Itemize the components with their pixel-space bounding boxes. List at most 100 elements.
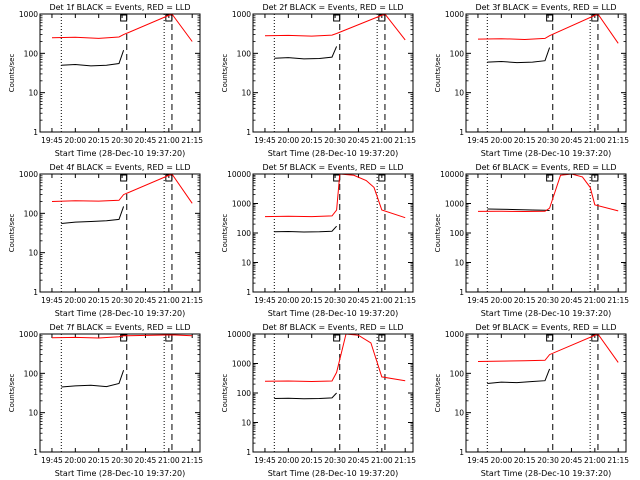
plot-frame — [252, 173, 414, 293]
x-tick-label: 21:00 — [158, 136, 180, 145]
lld-series-line — [51, 13, 193, 42]
x-tick-label: 20:15 — [88, 136, 110, 145]
x-tick-label: 20:45 — [561, 296, 583, 305]
y-tick-label: 10 — [241, 419, 251, 428]
y-tick-label: 100 — [24, 49, 39, 58]
y-tick-label: 1000 — [232, 200, 251, 209]
events-series-line — [487, 47, 551, 64]
panel-title: Det 8f BLACK = Events, RED = LLD — [262, 323, 403, 332]
x-tick-label: 19:45 — [41, 296, 63, 305]
lld-series-line — [51, 334, 193, 339]
y-tick-label: 1 — [459, 128, 464, 137]
lld-series-line — [264, 333, 406, 383]
y-tick-label: 10 — [454, 259, 464, 268]
events-series-line — [61, 206, 125, 224]
y-tick-label: 100 — [237, 229, 252, 238]
x-tick-label: 21:15 — [181, 136, 203, 145]
x-tick-label: 21:15 — [394, 296, 416, 305]
panel-det-8: Det 8f BLACK = Events, RED = LLD Start Ti… — [221, 323, 416, 478]
y-tick-label: 1 — [246, 448, 251, 457]
y-tick-label: 1 — [459, 288, 464, 297]
x-tick-label: 20:15 — [88, 456, 110, 465]
x-tick-label: 21:15 — [607, 136, 629, 145]
events-series-line — [274, 46, 338, 60]
x-tick-label: 20:45 — [561, 456, 583, 465]
y-tick-label: 1 — [246, 288, 251, 297]
panel-det-3: Det 3f BLACK = Events, RED = LLD Start Ti… — [434, 3, 629, 158]
x-tick-label: 20:00 — [491, 296, 513, 305]
x-tick-label: 20:30 — [324, 136, 346, 145]
y-tick-label: 10 — [454, 89, 464, 98]
flag-box-marker — [120, 174, 128, 182]
x-tick-label: 20:45 — [135, 296, 157, 305]
x-tick-label: 21:00 — [371, 136, 393, 145]
events-series-line — [487, 208, 550, 211]
y-tick-label: 10000 — [440, 170, 464, 179]
x-tick-label: 21:15 — [607, 296, 629, 305]
x-axis-label: Start Time (28-Dec-10 19:37:20) — [268, 149, 399, 158]
y-tick-label: 100 — [450, 369, 465, 378]
plot-frame — [252, 333, 414, 453]
y-tick-label: 10 — [241, 89, 251, 98]
y-axis-label: Counts/sec — [8, 214, 16, 253]
x-tick-label: 20:15 — [301, 136, 323, 145]
y-tick-label: 1 — [459, 448, 464, 457]
plot-frame — [252, 13, 414, 133]
x-tick-label: 19:45 — [254, 136, 276, 145]
plot-frame — [39, 173, 201, 293]
y-tick-label: 10 — [454, 409, 464, 418]
x-axis-label: Start Time (28-Dec-10 19:37:20) — [481, 469, 612, 478]
panel-title: Det 6f BLACK = Events, RED = LLD — [475, 163, 616, 172]
flag-box-marker — [333, 334, 341, 342]
x-tick-label: 20:00 — [491, 456, 513, 465]
panel-det-2: Det 2f BLACK = Events, RED = LLD Start Ti… — [221, 3, 416, 158]
y-tick-label: 100 — [24, 369, 39, 378]
panel-det-4: Det 4f BLACK = Events, RED = LLD Start Ti… — [8, 163, 203, 318]
x-tick-label: 20:30 — [537, 136, 559, 145]
x-axis-label: Start Time (28-Dec-10 19:37:20) — [268, 469, 399, 478]
x-tick-label: 21:15 — [181, 296, 203, 305]
flag-box-marker — [591, 174, 599, 182]
x-tick-label: 20:00 — [278, 456, 300, 465]
lld-series-line — [51, 173, 193, 204]
x-axis-label: Start Time (28-Dec-10 19:37:20) — [481, 149, 612, 158]
x-tick-label: 19:45 — [467, 296, 489, 305]
events-series-line — [487, 368, 551, 384]
x-tick-label: 20:45 — [135, 456, 157, 465]
x-tick-label: 19:45 — [41, 136, 63, 145]
panel-det-6: Det 6f BLACK = Events, RED = LLD Start Ti… — [434, 163, 629, 318]
y-tick-label: 1000 — [445, 330, 464, 339]
flag-box-marker — [546, 14, 554, 22]
x-tick-label: 20:15 — [514, 456, 536, 465]
x-tick-label: 20:30 — [537, 296, 559, 305]
y-tick-label: 1 — [33, 128, 38, 137]
events-series-line — [274, 225, 337, 233]
y-tick-label: 10000 — [227, 330, 251, 339]
events-series-line — [61, 370, 125, 388]
x-tick-label: 20:30 — [111, 296, 133, 305]
y-axis-label: Counts/sec — [221, 214, 229, 253]
x-tick-label: 21:15 — [394, 136, 416, 145]
y-tick-label: 100 — [237, 49, 252, 58]
y-tick-label: 1 — [33, 288, 38, 297]
y-tick-label: 1000 — [232, 360, 251, 369]
x-tick-label: 20:15 — [514, 296, 536, 305]
flag-box-marker — [378, 174, 386, 182]
plot-frame — [39, 333, 201, 453]
x-tick-label: 21:15 — [394, 456, 416, 465]
x-tick-label: 19:45 — [467, 136, 489, 145]
x-tick-label: 20:30 — [324, 456, 346, 465]
x-tick-label: 21:00 — [158, 456, 180, 465]
x-tick-label: 20:45 — [348, 136, 370, 145]
plot-frame — [39, 13, 201, 133]
y-axis-label: Counts/sec — [221, 374, 229, 413]
y-axis-label: Counts/sec — [434, 374, 442, 413]
y-tick-label: 10 — [241, 259, 251, 268]
x-tick-label: 20:30 — [111, 456, 133, 465]
panel-title: Det 7f BLACK = Events, RED = LLD — [49, 323, 190, 332]
x-tick-label: 20:15 — [514, 136, 536, 145]
panel-title: Det 3f BLACK = Events, RED = LLD — [475, 3, 616, 12]
y-tick-label: 1000 — [445, 200, 464, 209]
x-tick-label: 21:00 — [584, 456, 606, 465]
